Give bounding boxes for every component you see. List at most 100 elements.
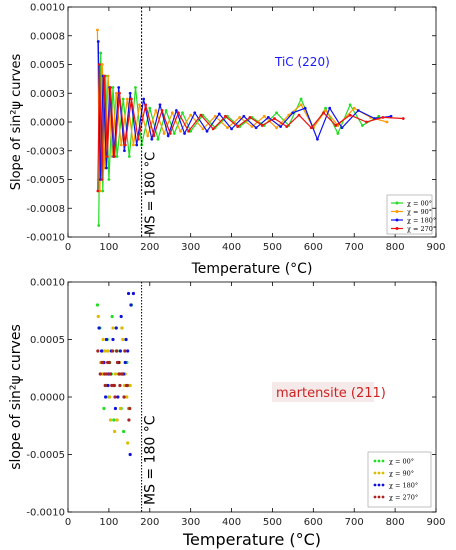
top-data-point [236,125,240,128]
top-data-point [328,106,332,110]
top-data-point [102,74,106,78]
bottom-ms-label: MS = 180 °C [143,415,159,505]
bottom-x-axis-label: Temperature (°C) [182,530,321,549]
top-x-tick-label: 100 [99,242,118,253]
top-legend-label: χ = 180° [407,216,436,224]
bottom-x-tick-label: 100 [99,517,118,528]
top-data-point [174,109,178,112]
top-data-point [113,155,117,158]
top-legend-box [386,194,433,235]
top-data-point [136,137,140,141]
bottom-data-point [102,372,106,376]
top-data-point [211,127,215,131]
bottom-data-point [131,291,136,296]
bottom-data-point [128,406,132,411]
top-data-point [336,132,340,135]
bottom-y-tick-label: -0.0005 [26,450,65,461]
bottom-legend-marker [377,495,381,499]
top-data-point [299,103,303,107]
bottom-data-point [113,406,118,411]
bottom-legend-marker [373,459,377,463]
top-data-point [98,63,101,66]
top-chart: 0 100 200 300 400 500 600 700 800 900 -0.0010 -0.00… [9,3,446,278]
top-data-point [242,114,246,118]
bottom-data-point [127,418,131,422]
bottom-data-point [111,337,115,342]
top-data-point [166,134,170,138]
top-legend-marker [395,227,399,230]
top-data-point [129,97,133,101]
bottom-data-point [113,429,117,434]
top-data-point [187,129,191,133]
top-data-point [230,127,233,131]
top-data-point [105,166,108,170]
bottom-data-point [119,372,124,376]
bottom-x-tick-label: 600 [304,517,323,528]
top-data-point [172,132,176,135]
bottom-data-point [108,418,113,422]
top-data-point [115,155,119,158]
top-data-point [164,109,168,112]
top-data-point [127,155,131,158]
bottom-data-point [112,418,116,422]
top-series [96,28,405,227]
top-data-point [158,103,162,107]
bottom-data-point [126,441,130,445]
top-x-tick-label: 700 [345,242,364,253]
bottom-data-point [125,395,129,399]
bottom-data-point [119,314,123,319]
top-data-point [348,103,352,107]
bottom-data-point [118,406,122,411]
bottom-legend-label: χ = 00° [389,457,414,465]
top-legend-marker [395,210,399,213]
bottom-data-point [110,349,115,353]
top-data-point [160,109,164,112]
top-data-point [156,137,160,141]
top-data-point [193,111,197,115]
top-data-point [352,106,356,110]
bottom-data-point [96,314,100,319]
bottom-data-point [117,372,121,376]
top-data-point [334,124,338,127]
top-x-tick-label: 500 [263,242,282,253]
top-data-point [170,111,174,115]
bottom-series [95,291,136,457]
bottom-data-point [112,383,116,388]
top-annotation: TiC (220) [274,55,330,69]
bottom-data-point [122,395,126,399]
top-data-point [107,178,111,181]
top-legend-marker [395,218,399,222]
top-data-point [123,149,126,153]
bottom-data-point [97,326,101,330]
bottom-data-point [108,372,112,376]
top-data-point [146,134,150,138]
bottom-data-point [121,337,125,342]
top-data-point [152,134,156,138]
top-data-point [275,111,278,115]
bottom-data-point [113,395,117,399]
top-data-point [119,143,123,147]
top-data-point [97,224,101,227]
top-data-point [144,103,148,107]
top-legend-marker [395,201,399,205]
top-data-point [273,117,276,120]
bottom-data-point [107,360,111,365]
top-data-point [324,106,327,110]
bottom-legend-marker [381,495,385,499]
top-data-point [297,113,301,117]
bottom-x-tick-label: 500 [263,517,282,528]
top-data-point [177,111,180,115]
bottom-legend-marker [373,483,377,487]
bottom-data-point [116,395,120,399]
top-data-point [401,117,405,120]
top-x-tick-label: 200 [140,242,159,253]
bottom-data-point [128,452,132,457]
top-data-point [96,28,99,32]
top-x-axis-label: Temperature (°C) [191,261,313,277]
bottom-data-point [129,303,133,307]
top-data-point [168,132,172,135]
bottom-data-point [102,406,106,411]
top-data-point [96,189,100,193]
bottom-data-point [126,349,130,353]
